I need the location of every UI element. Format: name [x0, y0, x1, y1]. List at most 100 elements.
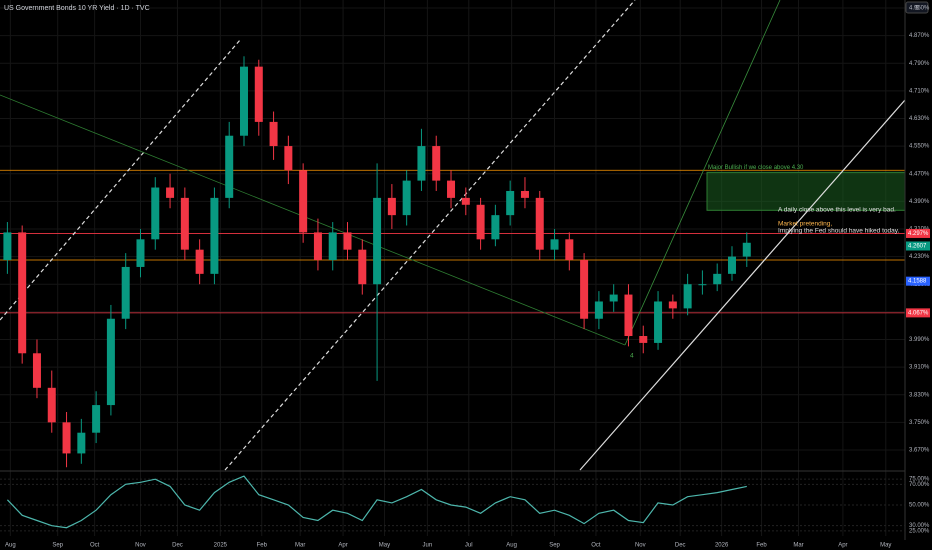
x-tick-label: Apr [838, 543, 847, 549]
x-tick-label: Apr [338, 543, 347, 549]
y-tick-label: 3.750% [909, 420, 930, 426]
trend-line [579, 99, 906, 471]
indicator-tick-label: 30.00% [909, 523, 930, 529]
candle-body [18, 232, 27, 354]
candle-body [195, 249, 204, 274]
candle-body [77, 432, 86, 454]
price-tag [906, 241, 930, 251]
x-tick-label: Oct [90, 543, 100, 549]
trend-line [224, 0, 636, 471]
y-tick-label: 4.950% [909, 6, 930, 12]
price-tag [906, 228, 930, 238]
price-tag-label: 4.2607 [908, 244, 927, 250]
candle-body [565, 239, 574, 261]
currency-button-label[interactable]: $ [915, 6, 919, 12]
candle-body [520, 190, 529, 198]
price-tag [906, 276, 930, 286]
y-tick-label: 4.790% [909, 61, 930, 67]
chart-title: US Government Bonds 10 YR Yield · 1D · T… [4, 5, 150, 12]
candle-body [121, 266, 130, 319]
x-tick-label: Aug [506, 543, 517, 549]
candle-body [742, 242, 751, 257]
candle-body [683, 284, 692, 309]
x-tick-label: Jun [423, 543, 433, 549]
candle-body [343, 232, 352, 250]
candle-body [254, 66, 263, 122]
candle-body [491, 215, 500, 240]
candle-body [328, 232, 337, 261]
candle-body [668, 301, 677, 309]
x-tick-label: Sep [52, 543, 63, 549]
candle-body [299, 170, 308, 233]
candle-body [284, 146, 293, 171]
candle-body [639, 336, 648, 343]
x-tick-label: May [880, 543, 891, 549]
y-tick-label: 4.230% [909, 254, 930, 260]
x-tick-label: Aug [5, 543, 16, 549]
candle-body [447, 180, 456, 198]
candle-body [713, 273, 722, 285]
y-tick-label: 3.910% [909, 365, 930, 371]
candle-body [3, 232, 12, 261]
x-tick-label: Dec [675, 543, 686, 549]
y-tick-label: 4.390% [909, 199, 930, 205]
candle-body [166, 187, 175, 198]
x-tick-label: Nov [135, 543, 146, 549]
y-tick-label: 4.470% [909, 171, 930, 177]
candle-body [358, 249, 367, 285]
indicator-tick-label: 25.00% [909, 528, 930, 534]
candle-body [47, 387, 56, 423]
candle-body [461, 197, 470, 205]
trend-lines [0, 0, 906, 471]
indicator-tick-label: 50.00% [909, 503, 930, 509]
candle-body [373, 197, 382, 285]
x-tick-label: Feb [756, 543, 767, 549]
annotation: Market pretending, [778, 221, 832, 228]
candle-body [313, 232, 322, 261]
price-tag [906, 308, 930, 318]
candle-body [151, 187, 160, 240]
trend-line [624, 0, 781, 346]
candle-body [62, 422, 71, 454]
y-tick-label: 4.710% [909, 88, 930, 94]
candle-body [180, 197, 189, 250]
y-tick-label: 3.990% [909, 337, 930, 343]
candle-body [136, 239, 145, 267]
candle-body [239, 66, 248, 136]
y-tick-label: 4.550% [909, 144, 930, 150]
candle-body [32, 353, 41, 388]
candle-body [580, 260, 589, 319]
candle-body [92, 405, 101, 433]
grid [0, 0, 906, 536]
trend-line [0, 39, 241, 321]
x-tick-label: Mar [295, 543, 305, 549]
candle-body [609, 294, 618, 302]
candle-body [624, 294, 633, 337]
bullish-zone [706, 171, 906, 211]
candle-body [432, 146, 441, 181]
candle-body [225, 135, 234, 198]
y-tick-label: 3.670% [909, 448, 930, 454]
candle-body [506, 190, 515, 216]
candle-body [594, 301, 603, 319]
indicator-line [6, 475, 747, 529]
x-tick-label: 2025 [214, 543, 228, 549]
candle-body [417, 146, 426, 181]
currency-button[interactable] [905, 1, 929, 14]
y-tick-label: 4.630% [909, 116, 930, 122]
candle-body [387, 197, 396, 216]
x-tick-label: Nov [635, 543, 646, 549]
candle-body [654, 301, 663, 343]
x-tick-label: Mar [793, 543, 803, 549]
x-tick-label: Feb [257, 543, 268, 549]
y-tick-label: 3.830% [909, 392, 930, 398]
x-tick-label: Oct [591, 543, 601, 549]
y-tick-label: 4.870% [909, 33, 930, 39]
price-tag-label: 4.297% [908, 231, 929, 237]
candle-body [698, 284, 707, 286]
indicator-tick-label: 70.00% [909, 482, 930, 488]
candle-body [269, 121, 278, 147]
price-tag-label: 4.067% [908, 310, 929, 316]
